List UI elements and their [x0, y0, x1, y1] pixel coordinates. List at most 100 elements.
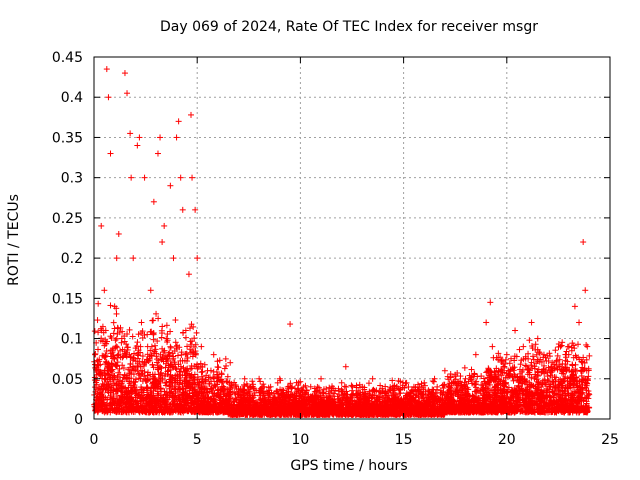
data-point — [110, 330, 117, 337]
data-point — [172, 317, 179, 324]
data-point — [349, 383, 356, 390]
data-point — [105, 371, 112, 378]
data-point — [159, 323, 166, 330]
data-point — [110, 319, 117, 326]
data-point — [150, 336, 157, 343]
data-point — [123, 341, 130, 348]
data-point — [102, 353, 109, 360]
data-point — [114, 344, 121, 351]
data-point — [108, 334, 115, 341]
data-point — [108, 396, 115, 403]
data-point — [184, 343, 191, 350]
data-point — [113, 409, 120, 416]
data-point — [98, 385, 105, 392]
data-point — [107, 302, 114, 309]
data-point — [115, 351, 122, 358]
data-point — [109, 366, 116, 373]
data-point — [99, 390, 106, 397]
data-point — [116, 378, 123, 385]
data-point — [102, 361, 109, 368]
chart-title: Day 069 of 2024, Rate Of TEC Index for r… — [160, 19, 538, 35]
data-point — [117, 347, 124, 354]
data-point — [113, 386, 120, 393]
data-point — [95, 300, 102, 307]
data-point — [94, 317, 101, 324]
data-point — [147, 328, 154, 335]
data-point — [113, 362, 120, 369]
data-point — [94, 357, 101, 364]
data-point — [109, 345, 116, 352]
data-point — [109, 407, 116, 414]
data-point — [174, 352, 181, 359]
data-point — [517, 361, 524, 368]
data-point — [107, 381, 114, 388]
data-point — [193, 329, 200, 336]
data-point — [461, 364, 468, 371]
data-point — [114, 393, 121, 400]
data-points — [91, 66, 593, 418]
data-point — [102, 386, 109, 393]
data-point — [93, 371, 100, 378]
data-point — [457, 373, 464, 380]
data-point — [102, 408, 109, 415]
data-point — [102, 372, 109, 379]
data-point — [109, 374, 116, 381]
data-point — [151, 342, 158, 349]
data-point — [257, 378, 264, 385]
data-point — [468, 366, 475, 373]
data-point — [223, 362, 230, 369]
data-point — [214, 363, 221, 370]
data-point — [114, 324, 121, 331]
data-point — [172, 339, 179, 346]
data-point — [158, 365, 165, 372]
data-point — [221, 365, 228, 372]
data-point — [210, 368, 217, 375]
data-point — [95, 346, 102, 353]
data-point — [119, 346, 126, 353]
data-point — [93, 397, 100, 404]
data-point — [106, 402, 113, 409]
data-point — [95, 329, 102, 336]
data-point — [106, 361, 113, 368]
data-point — [96, 394, 103, 401]
data-point — [163, 322, 170, 329]
data-point — [97, 325, 104, 332]
data-point — [167, 343, 174, 350]
data-point — [182, 334, 189, 341]
data-point — [107, 387, 114, 394]
data-point — [98, 406, 105, 413]
data-point — [120, 364, 127, 371]
data-point — [365, 380, 372, 387]
data-point — [121, 338, 128, 345]
data-point — [129, 357, 136, 364]
data-point — [99, 338, 106, 345]
data-point — [114, 359, 121, 366]
data-point — [113, 310, 120, 317]
data-point — [100, 394, 107, 401]
data-point — [109, 399, 116, 406]
data-point — [134, 339, 141, 346]
data-point — [99, 380, 106, 387]
data-point — [95, 362, 102, 369]
data-point — [430, 378, 437, 385]
data-point — [112, 337, 119, 344]
data-point — [107, 350, 114, 357]
data-point — [114, 330, 121, 337]
data-point — [116, 402, 123, 409]
data-point — [99, 352, 106, 359]
data-point — [113, 343, 120, 350]
data-point — [113, 335, 120, 342]
grid-lines — [94, 57, 610, 419]
data-point — [104, 381, 111, 388]
data-point — [102, 327, 109, 334]
data-point — [116, 365, 123, 372]
data-point — [115, 374, 122, 381]
data-point — [91, 328, 98, 335]
data-point — [137, 343, 144, 350]
data-point — [101, 367, 108, 374]
data-point — [109, 355, 116, 362]
data-point — [110, 382, 117, 389]
data-point — [110, 352, 117, 359]
data-point — [222, 355, 229, 362]
